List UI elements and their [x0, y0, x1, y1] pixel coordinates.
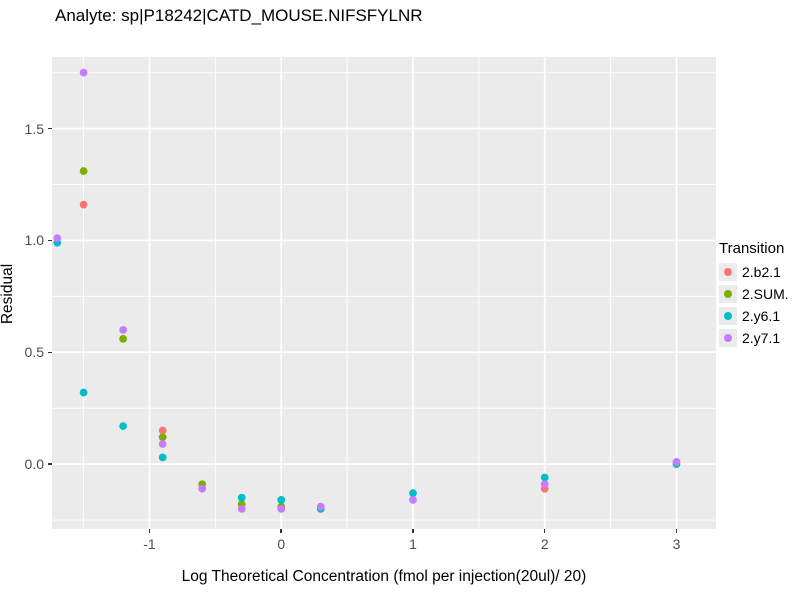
y-tick-mark: [48, 127, 52, 130]
data-point-2.y6.1: [158, 453, 167, 462]
y-tick-label: 0.5: [24, 344, 44, 361]
y-tick-mark: [48, 463, 52, 465]
data-point-2.y7.1: [277, 504, 286, 513]
data-point-2.y7.1: [53, 234, 62, 243]
data-point-2.SUM.: [119, 334, 128, 343]
data-point-2.y7.1: [198, 484, 207, 493]
data-point-2.y7.1: [672, 457, 681, 466]
data-point-2.b2.1: [158, 426, 167, 435]
data-point-2.SUM.: [79, 167, 88, 175]
legend-title: Transition: [719, 240, 785, 257]
data-point-2.y6.1: [277, 496, 286, 504]
data-point-2.y7.1: [316, 502, 325, 511]
data-point-2.SUM.: [158, 433, 167, 442]
data-point-2.y7.1: [540, 480, 549, 489]
x-tick-label: 2: [540, 536, 549, 552]
legend-key-icon: [719, 263, 737, 281]
data-point-2.y7.1: [119, 326, 128, 334]
data-point-2.b2.1: [79, 200, 88, 209]
legend-item-label: 2.SUM.: [742, 286, 789, 302]
x-axis-title: Log Theoretical Concentration (fmol per …: [181, 568, 587, 585]
y-tick-mark: [48, 351, 52, 354]
legend-key-icon: [719, 329, 737, 347]
data-point-2.y6.1: [237, 493, 246, 502]
legend-dot-icon: [724, 268, 732, 276]
plot-panel: [52, 57, 716, 529]
data-point-2.y7.1: [79, 68, 88, 77]
data-point-2.y7.1: [237, 504, 246, 513]
data-point-2.y6.1: [540, 473, 549, 482]
y-tick-label: 0.0: [24, 456, 44, 473]
y-tick-label: 1.5: [24, 120, 44, 137]
x-tick-label: -1: [143, 536, 156, 552]
data-point-2.y6.1: [409, 489, 417, 498]
y-axis-title: Residual: [0, 263, 16, 325]
data-point-2.y6.1: [119, 422, 128, 430]
panel-background: [52, 57, 716, 529]
x-tick-label: 0: [277, 536, 286, 552]
legend-item-2.y7.1: 2.y7.1: [719, 329, 789, 347]
legend-key-icon: [719, 285, 737, 303]
x-tick-label: 3: [672, 536, 681, 552]
x-tick-mark: [675, 529, 678, 533]
data-point-2.y7.1: [158, 440, 167, 448]
x-tick-mark: [148, 529, 151, 533]
y-tick-mark: [48, 239, 52, 242]
x-tick-mark: [543, 529, 546, 533]
legend: Transition 2.b2.1 2.SUM. 2.y6.1 2.y7.1: [719, 240, 789, 351]
legend-item-label: 2.y6.1: [742, 308, 781, 324]
legend-item-2.SUM.: 2.SUM.: [719, 285, 789, 303]
legend-item-label: 2.y7.1: [742, 330, 781, 346]
x-tick-label: 1: [409, 536, 417, 552]
legend-dot-icon: [724, 334, 732, 342]
legend-item-label: 2.b2.1: [742, 264, 781, 280]
x-tick-mark: [280, 529, 282, 533]
legend-item-2.b2.1: 2.b2.1: [719, 263, 789, 281]
y-tick-label: 1.0: [24, 232, 44, 249]
legend-items: 2.b2.1 2.SUM. 2.y6.1 2.y7.1: [719, 263, 789, 347]
legend-key-icon: [719, 307, 737, 325]
legend-dot-icon: [724, 290, 732, 298]
legend-item-2.y6.1: 2.y6.1: [719, 307, 789, 325]
chart-title: Analyte: sp|P18242|CATD_MOUSE.NIFSFYLNR: [55, 6, 423, 25]
x-tick-mark: [412, 529, 414, 533]
data-point-2.y6.1: [79, 388, 88, 397]
data-point-2.y7.1: [409, 496, 417, 504]
legend-dot-icon: [724, 312, 732, 320]
